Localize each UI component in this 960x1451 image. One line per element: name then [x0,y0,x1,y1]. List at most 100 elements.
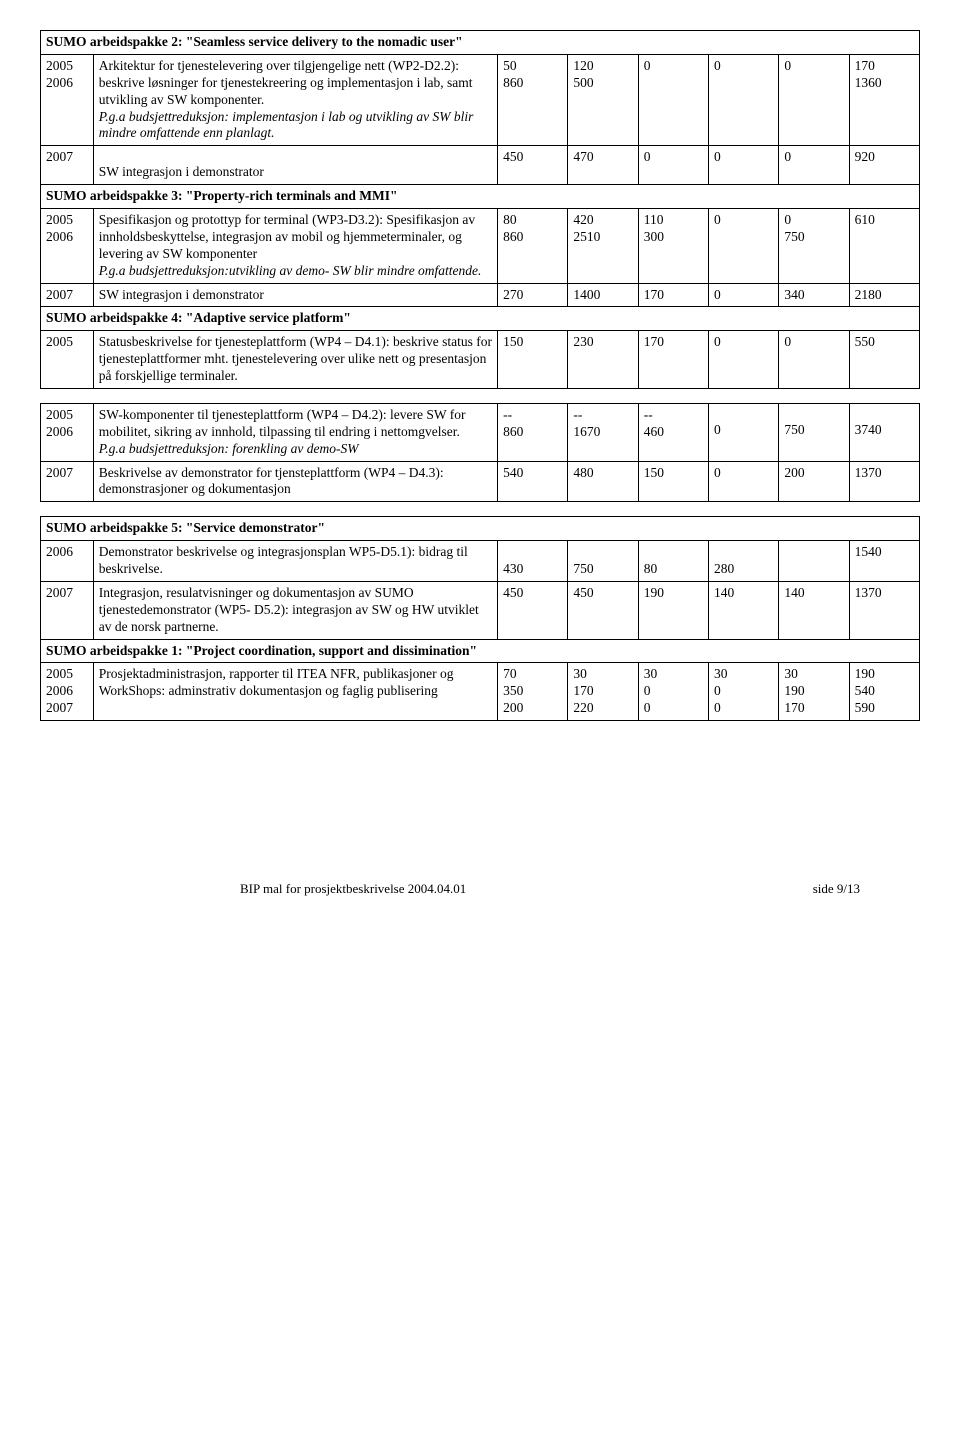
desc-text: SW integrasjon i demonstrator [99,164,264,179]
num-cell: 1400 [568,283,638,307]
wp1-row-1: 2005 2006 2007 Prosjektadministrasjon, r… [41,663,920,721]
num-cell: 0 [709,461,779,502]
num-cell: 70 350 200 [498,663,568,721]
num-cell: 550 [849,331,919,389]
num-cell: 540 [498,461,568,502]
desc-italic: P.g.a budsjettreduksjon:utvikling av dem… [99,263,482,278]
wp3-row-2: 2007 SW integrasjon i demonstrator 270 1… [41,283,920,307]
table-gap [40,502,920,516]
desc-cell: Integrasjon, resulatvisninger og dokumen… [93,581,497,639]
wp5-row-2: 2007 Integrasjon, resulatvisninger og do… [41,581,920,639]
num-cell: 50 860 [498,54,568,145]
num-cell: -- 1670 [568,403,638,461]
num-cell: 920 [849,146,919,185]
num-cell: 110 300 [638,209,708,284]
num-cell: 170 [638,283,708,307]
wp2-header-row: SUMO arbeidspakke 2: "Seamless service d… [41,31,920,55]
num-cell: 200 [779,461,849,502]
num-cell: 0 [638,54,708,145]
table-gap [40,389,920,403]
wp3-header-row: SUMO arbeidspakke 3: "Property-rich term… [41,185,920,209]
num-cell: 1540 [849,541,919,582]
footer-left: BIP mal for prosjektbeskrivelse 2004.04.… [240,881,466,897]
num-cell: 0 750 [779,209,849,284]
wp3-row-1: 2005 2006 Spesifikasjon og protottyp for… [41,209,920,284]
num-cell: 140 [779,581,849,639]
num-cell: 750 [568,541,638,582]
num-cell: 610 [849,209,919,284]
num-cell [779,541,849,582]
workpackage-table-3: SUMO arbeidspakke 5: "Service demonstrat… [40,516,920,721]
num-cell: 430 [498,541,568,582]
num-cell: 0 [709,331,779,389]
num-cell: 30 170 220 [568,663,638,721]
wp2-title: SUMO arbeidspakke 2: "Seamless service d… [41,31,920,55]
num-cell: 80 [638,541,708,582]
desc-italic: P.g.a budsjettreduksjon: forenkling av d… [99,441,359,456]
num-cell: 0 [779,331,849,389]
year-cell: 2007 [41,283,94,307]
num-cell: 1370 [849,461,919,502]
num-cell: 0 [709,54,779,145]
num-cell: 30 190 170 [779,663,849,721]
desc-cell: Demonstrator beskrivelse og integrasjons… [93,541,497,582]
num-cell: 2180 [849,283,919,307]
num-cell: 140 [709,581,779,639]
wp5-header-row: SUMO arbeidspakke 5: "Service demonstrat… [41,517,920,541]
desc-text: Spesifikasjon og protottyp for terminal … [99,212,475,261]
num-cell: 0 [779,146,849,185]
wp1-title: SUMO arbeidspakke 1: "Project coordinati… [41,639,920,663]
wp1-header-row: SUMO arbeidspakke 1: "Project coordinati… [41,639,920,663]
desc-text: Arkitektur for tjenestelevering over til… [99,58,473,107]
wp4-row-1: 2005 Statusbeskrivelse for tjenesteplatt… [41,331,920,389]
year-cell: 2005 [41,331,94,389]
year-cell: 2005 2006 [41,54,94,145]
num-cell: 280 [709,541,779,582]
num-cell: 170 1360 [849,54,919,145]
num-cell: 80 860 [498,209,568,284]
desc-cell: SW integrasjon i demonstrator [93,146,497,185]
wp4-header-row: SUMO arbeidspakke 4: "Adaptive service p… [41,307,920,331]
num-cell: 3740 [849,403,919,461]
num-cell: 0 [709,403,779,461]
num-cell: 750 [779,403,849,461]
num-cell: 450 [568,581,638,639]
num-cell: 450 [498,146,568,185]
num-cell: -- 460 [638,403,708,461]
wp4-row-3: 2007 Beskrivelse av demonstrator for tje… [41,461,920,502]
wp5-title: SUMO arbeidspakke 5: "Service demonstrat… [41,517,920,541]
workpackage-table: SUMO arbeidspakke 2: "Seamless service d… [40,30,920,389]
num-cell: 0 [638,146,708,185]
wp2-row-1: 2005 2006 Arkitektur for tjenesteleverin… [41,54,920,145]
num-cell: 30 0 0 [638,663,708,721]
num-cell: 120 500 [568,54,638,145]
wp4-row-2: 2005 2006 SW-komponenter til tjenestepla… [41,403,920,461]
num-cell: 420 2510 [568,209,638,284]
num-cell: 480 [568,461,638,502]
year-cell: 2007 [41,461,94,502]
num-cell: 270 [498,283,568,307]
year-cell: 2007 [41,581,94,639]
num-cell: 0 [709,209,779,284]
num-cell: 230 [568,331,638,389]
desc-cell: Prosjektadministrasjon, rapporter til IT… [93,663,497,721]
desc-cell: Beskrivelse av demonstrator for tjenstep… [93,461,497,502]
desc-cell: SW integrasjon i demonstrator [93,283,497,307]
num-cell: 470 [568,146,638,185]
desc-cell: Spesifikasjon og protottyp for terminal … [93,209,497,284]
num-cell: 190 540 590 [849,663,919,721]
num-cell: 150 [638,461,708,502]
desc-cell: SW-komponenter til tjenesteplattform (WP… [93,403,497,461]
desc-cell: Statusbeskrivelse for tjenesteplattform … [93,331,497,389]
num-cell: 30 0 0 [709,663,779,721]
wp3-title: SUMO arbeidspakke 3: "Property-rich term… [41,185,920,209]
desc-text: SW-komponenter til tjenesteplattform (WP… [99,407,466,439]
wp2-row-2: 2007 SW integrasjon i demonstrator 450 4… [41,146,920,185]
num-cell: 0 [779,54,849,145]
page-footer: BIP mal for prosjektbeskrivelse 2004.04.… [40,881,920,897]
year-cell: 2007 [41,146,94,185]
footer-right: side 9/13 [813,881,860,897]
desc-italic: P.g.a budsjettreduksjon: implementasjon … [99,109,474,141]
num-cell: 1370 [849,581,919,639]
num-cell: 170 [638,331,708,389]
